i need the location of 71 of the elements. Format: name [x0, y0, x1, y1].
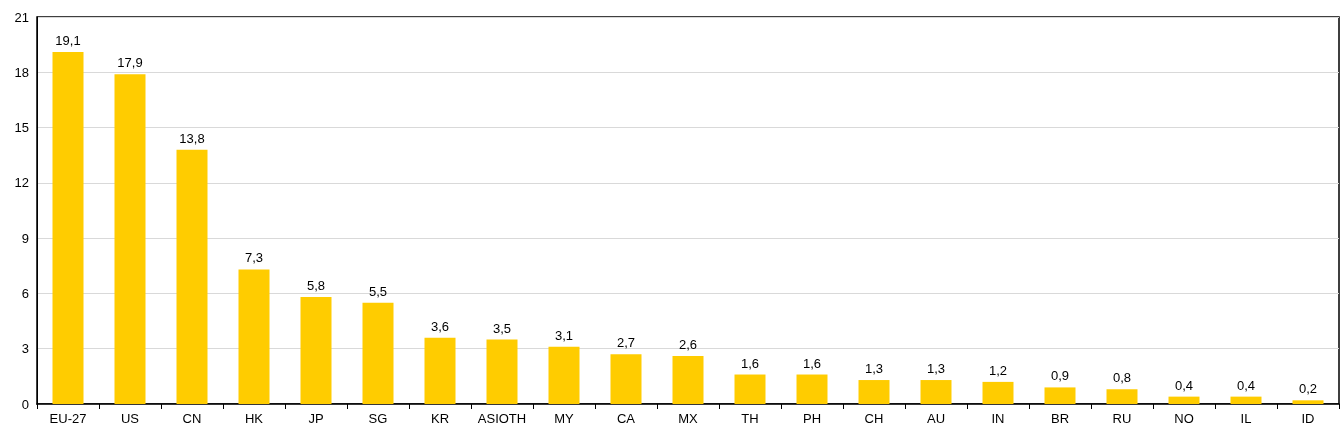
data-label: 13,8 — [179, 130, 205, 146]
bar — [982, 381, 1014, 404]
x-tick-label: MY — [554, 411, 575, 426]
data-label: 5,8 — [306, 278, 326, 294]
bar — [1292, 400, 1324, 404]
y-tick-label: 15 — [14, 120, 29, 136]
bar — [176, 149, 208, 404]
x-tick-label: PH — [802, 411, 822, 426]
data-label: 3,1 — [554, 327, 574, 343]
bar — [424, 337, 456, 404]
bar — [362, 302, 394, 404]
x-tick-label: TH — [741, 411, 759, 426]
data-label: 2,6 — [678, 337, 698, 353]
data-label: 1,6 — [740, 355, 760, 371]
data-label: 3,6 — [430, 318, 450, 334]
x-tick-label: CN — [182, 411, 202, 426]
y-tick-label: 21 — [14, 9, 29, 25]
x-tick-label: JP — [308, 411, 324, 426]
x-tick-label: KR — [430, 411, 450, 426]
bar — [858, 380, 890, 404]
bar — [1168, 396, 1200, 404]
data-label: 3,5 — [492, 320, 512, 336]
x-tick-label: CA — [616, 411, 636, 426]
bar — [734, 374, 766, 404]
data-label: 1,2 — [988, 362, 1008, 378]
data-label: 0,4 — [1174, 377, 1194, 393]
bar — [300, 297, 332, 404]
y-tick-label: 18 — [14, 64, 29, 80]
x-tick-label: MX — [678, 411, 699, 426]
y-tick-label: 0 — [21, 396, 29, 412]
bar — [238, 269, 270, 404]
x-tick-label: CH — [864, 411, 884, 426]
bar — [1230, 396, 1262, 404]
data-label: 17,9 — [117, 55, 143, 71]
x-tick-label: IL — [1240, 411, 1252, 426]
x-tick-label: ASIOTH — [477, 411, 527, 426]
bar — [610, 354, 642, 404]
x-tick-label: AU — [926, 411, 946, 426]
data-label: 0,8 — [1112, 370, 1132, 386]
bar — [796, 374, 828, 404]
data-label: 19,1 — [55, 33, 81, 49]
bar — [1044, 387, 1076, 404]
data-label: 0,9 — [1050, 368, 1070, 384]
x-tick-label: SG — [368, 411, 388, 426]
bar — [114, 74, 146, 404]
data-label: 5,5 — [368, 283, 388, 299]
bar — [1106, 389, 1138, 404]
y-tick-label: 9 — [21, 230, 29, 246]
data-label: 1,3 — [926, 361, 946, 377]
x-tick-label: NO — [1174, 411, 1194, 426]
x-tick-label: BR — [1050, 411, 1070, 426]
data-label: 0,2 — [1298, 381, 1318, 397]
x-tick-label: HK — [244, 411, 264, 426]
data-label: 1,6 — [802, 355, 822, 371]
bar — [920, 380, 952, 404]
bar — [672, 356, 704, 404]
data-label: 0,4 — [1236, 377, 1256, 393]
y-tick-label: 6 — [21, 285, 29, 301]
data-label: 7,3 — [244, 250, 264, 266]
x-tick-label: ID — [1301, 411, 1315, 426]
data-label: 1,3 — [864, 361, 884, 377]
x-tick-label: US — [120, 411, 140, 426]
data-label: 2,7 — [616, 335, 636, 351]
x-tick-label: IN — [991, 411, 1005, 426]
x-tick-label: EU-27 — [49, 411, 87, 426]
x-tick-label: RU — [1112, 411, 1132, 426]
bar — [548, 346, 580, 404]
y-tick-label: 3 — [21, 341, 29, 357]
bar — [486, 339, 518, 404]
bar — [52, 52, 84, 404]
y-tick-label: 12 — [14, 175, 29, 191]
